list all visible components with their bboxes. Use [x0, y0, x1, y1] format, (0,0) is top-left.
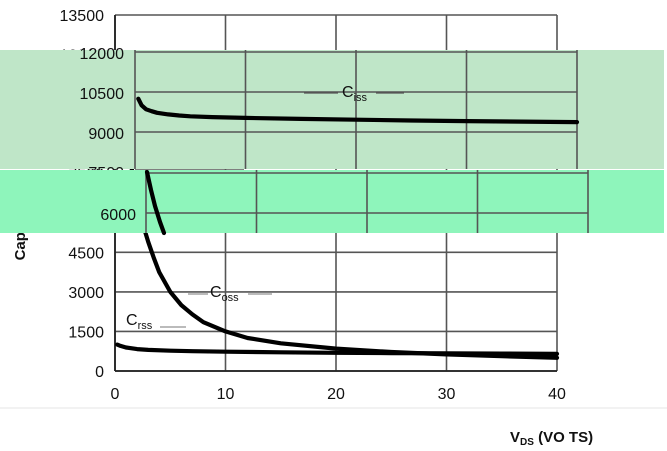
overlay-ciss-y-tick-label: 12000 — [80, 46, 125, 63]
series-line-crss — [115, 342, 560, 356]
x-tick-label: 10 — [217, 386, 235, 403]
overlay-panel-ciss: 120001050090007500 Ciss — [0, 46, 664, 182]
x-axis-label-fragment: VDS (VO TS) — [510, 429, 593, 448]
overlay-panel-mint: 6000 — [0, 169, 664, 236]
y-tick-label: 1500 — [68, 324, 104, 341]
x-tick-labels: 0 10 20 30 40 — [111, 386, 566, 403]
overlay-ciss-curve — [136, 96, 580, 125]
overlay-mint-coss-fragment — [144, 169, 167, 236]
crss-label-sub: rss — [138, 320, 153, 332]
overlay-mint-tick-labels: 6000 — [100, 207, 136, 224]
svg-text:Crss: Crss — [126, 312, 153, 332]
x-tick-label: 30 — [438, 386, 456, 403]
overlay-ciss-series-line — [136, 96, 580, 125]
crss-label-main: C — [126, 312, 138, 329]
svg-text:V_DS (Volts): V_DS (Volts) — [294, 428, 377, 444]
coss-label: Coss — [188, 284, 272, 304]
x-tick-label: 0 — [111, 386, 120, 403]
overlay-mint-grid — [145, 170, 589, 233]
svg-text:Coss: Coss — [210, 284, 239, 304]
ciss-label-main: C — [342, 84, 354, 101]
svg-text:Ciss: Ciss — [342, 84, 368, 104]
y-tick-label: 3000 — [68, 285, 104, 302]
y-tick-label: 0 — [95, 364, 104, 381]
y-tick-label: 13500 — [60, 8, 105, 25]
ciss-label-sub: iss — [354, 92, 368, 104]
coss-label-main: C — [210, 284, 222, 301]
ciss-label: Ciss — [304, 84, 404, 104]
y-tick-label: 4500 — [68, 245, 104, 262]
x-tick-label: 40 — [548, 386, 566, 403]
crss-label: Crss — [126, 312, 186, 332]
overlay-ciss-y-tick-label: 10500 — [80, 86, 125, 103]
x-axis-label-back: V_DS (Volts) — [294, 428, 377, 444]
x-tick-label: 20 — [327, 386, 345, 403]
overlay-mint-curve — [144, 169, 167, 236]
overlay-ciss-y-tick-label: 9000 — [88, 126, 124, 143]
overlay-mint-y-tick-label: 6000 — [100, 207, 136, 224]
coss-label-sub: oss — [222, 292, 240, 304]
